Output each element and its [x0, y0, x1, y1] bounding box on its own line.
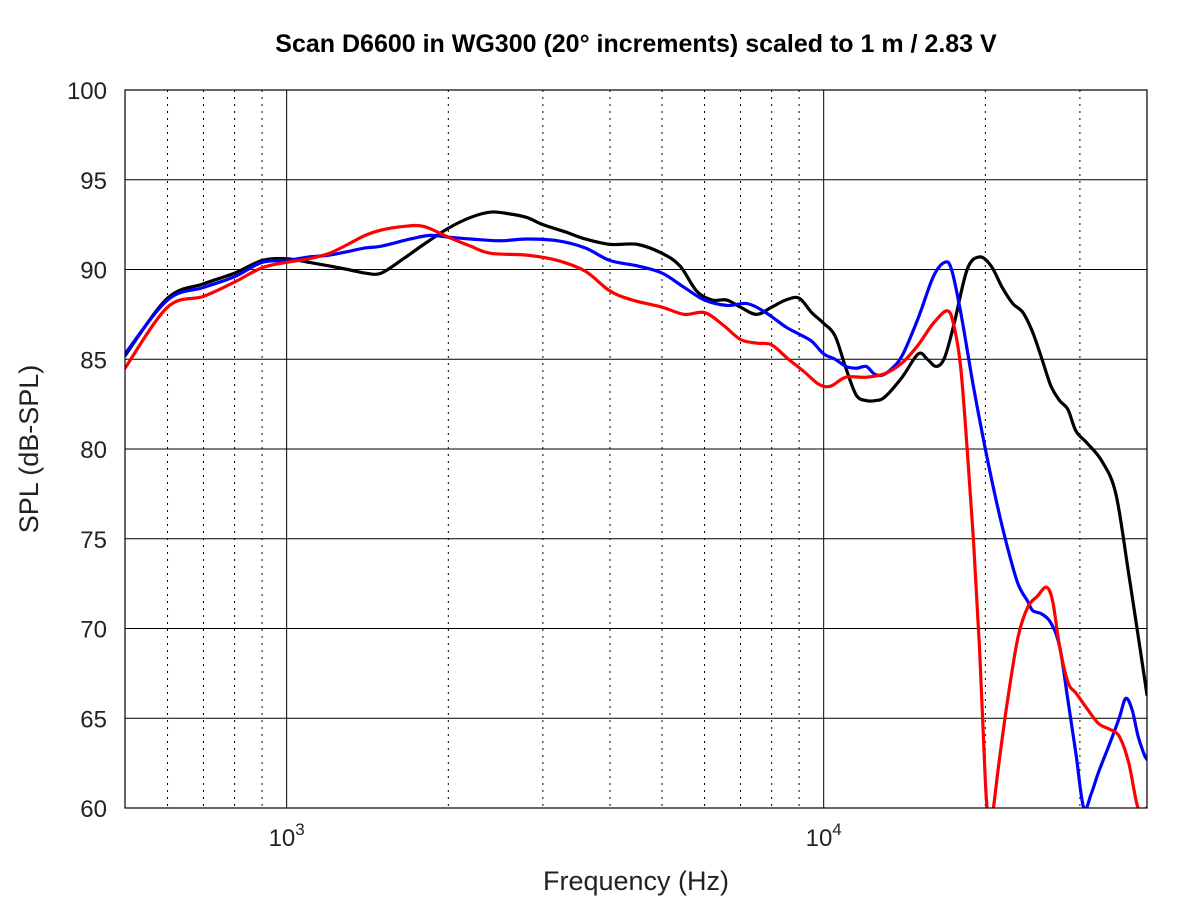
- y-tick-label: 65: [80, 706, 107, 733]
- x-tick-labels: 103 104: [269, 820, 842, 852]
- y-axis-label: SPL (dB-SPL): [14, 365, 44, 534]
- y-tick-label: 90: [80, 258, 107, 285]
- plot-frame: [124, 89, 1148, 809]
- series-line-1: [125, 210, 1147, 697]
- y-tick-labels: 60 65 70 75 80 85 90 95 100: [67, 78, 107, 823]
- series-group: [125, 210, 1147, 808]
- y-tick-label: 80: [80, 437, 107, 464]
- chart-title: Scan D6600 in WG300 (20° increments) sca…: [275, 30, 997, 58]
- series-line-3: [125, 223, 1147, 808]
- x-tick-label: 103: [269, 820, 305, 852]
- series-line-2: [125, 233, 1147, 808]
- y-tick-label: 75: [80, 527, 107, 554]
- y-tick-label: 95: [80, 168, 107, 195]
- x-tick-label: 104: [806, 820, 842, 852]
- x-axis-label: Frequency (Hz): [543, 866, 729, 896]
- y-tick-label: 70: [80, 617, 107, 644]
- y-tick-label: 60: [80, 796, 107, 823]
- y-tick-label: 100: [67, 78, 107, 105]
- y-tick-label: 85: [80, 347, 107, 374]
